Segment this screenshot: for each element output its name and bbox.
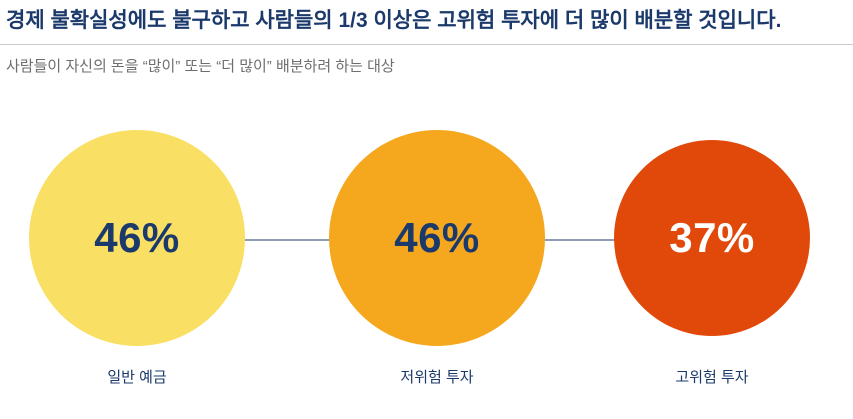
chart-subtitle: 사람들이 자신의 돈을 “많이” 또는 “더 많이” 배분하려 하는 대상 (6, 58, 395, 75)
stat-group-high-risk-investment: 37% 고위험 투자 (592, 128, 832, 387)
page-title: 경제 불확실성에도 불구하고 사람들의 1/3 이상은 고위험 투자에 더 많이… (6, 9, 782, 32)
circle-chart: 46% 일반 예금 46% 저위험 투자 37% 고위험 투자 (0, 128, 853, 398)
circle-wrap: 37% (614, 128, 810, 348)
stat-circle: 46% (29, 130, 245, 346)
stat-group-regular-savings: 46% 일반 예금 (17, 128, 257, 387)
circle-label: 고위험 투자 (675, 369, 749, 386)
circle-wrap: 46% (29, 128, 245, 348)
stat-circle: 46% (329, 130, 545, 346)
circle-label: 저위험 투자 (400, 369, 474, 386)
circle-wrap: 46% (329, 128, 545, 348)
stat-group-low-risk-investment: 46% 저위험 투자 (317, 128, 557, 387)
header-divider (0, 44, 853, 45)
circle-label: 일반 예금 (107, 369, 167, 386)
stat-circle: 37% (614, 140, 810, 336)
